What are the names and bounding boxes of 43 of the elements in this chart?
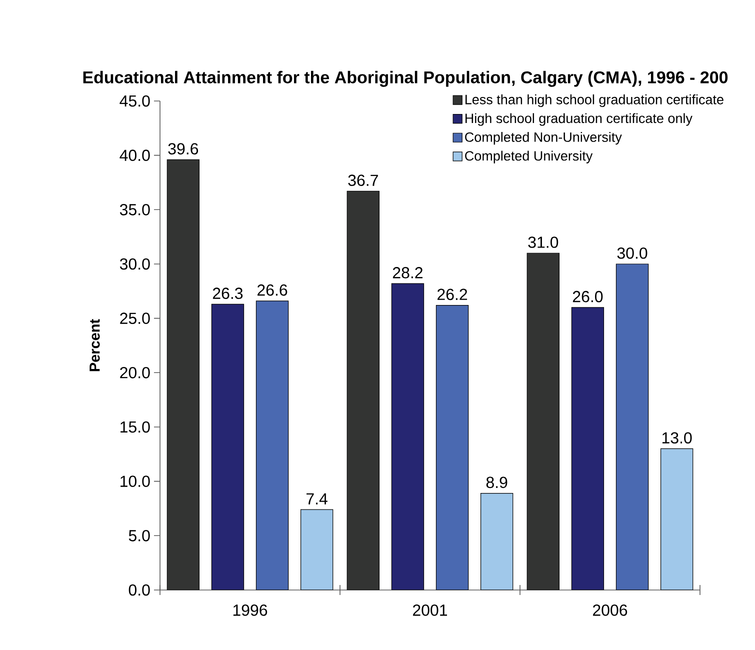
bar (300, 509, 334, 590)
bar (616, 264, 649, 590)
data-label: 7.4 (306, 493, 328, 504)
data-label: 26.3 (212, 288, 243, 299)
data-label: 30.0 (617, 247, 648, 259)
y-tick-label: 10.0 (120, 476, 150, 487)
legend-label: Completed Non-University (465, 132, 622, 145)
data-label: 31.0 (528, 236, 558, 248)
y-tick-label: 0.0 (128, 584, 150, 596)
legend-label: High school graduation certificate only (466, 113, 692, 126)
y-tick-label: 5.0 (128, 530, 150, 542)
data-label: 26.0 (572, 290, 603, 302)
y-tick-label: 40.0 (120, 150, 150, 161)
bar (660, 448, 694, 590)
bar (391, 283, 424, 590)
x-tick-label: 1996 (233, 604, 268, 616)
y-tick-label: 45.0 (120, 95, 150, 107)
data-label: 26.6 (258, 284, 288, 296)
y-tick-label: 15.0 (120, 421, 150, 433)
data-label: 36.7 (348, 174, 378, 186)
bar (571, 307, 604, 590)
bar (346, 190, 380, 590)
bar (480, 492, 514, 590)
data-label: 8.9 (486, 476, 508, 488)
bar (436, 304, 469, 590)
y-tick-label: 30.0 (120, 258, 150, 270)
data-label: 28.2 (392, 267, 422, 278)
bar (526, 252, 560, 590)
chart-title: Educational Attainment for the Aboriginal Population, Calgary (CMA), 1996 - 200 (83, 70, 728, 87)
data-label: 26.2 (438, 288, 468, 300)
y-axis-title: Percent (90, 319, 100, 372)
x-tick-label: 2001 (413, 604, 447, 616)
legend-label: Completed University (465, 150, 593, 164)
bar (211, 304, 244, 590)
y-tick-label: 25.0 (120, 312, 150, 324)
x-tick-label: 2006 (593, 604, 628, 616)
y-tick-label: 35.0 (120, 204, 150, 216)
y-tick-label: 20.0 (120, 367, 150, 378)
legend-label: Less than high school graduation certificate (466, 94, 724, 108)
data-label: 39.6 (168, 143, 198, 154)
data-label: 13.0 (662, 432, 692, 444)
bar (256, 300, 289, 590)
bar (166, 159, 200, 590)
